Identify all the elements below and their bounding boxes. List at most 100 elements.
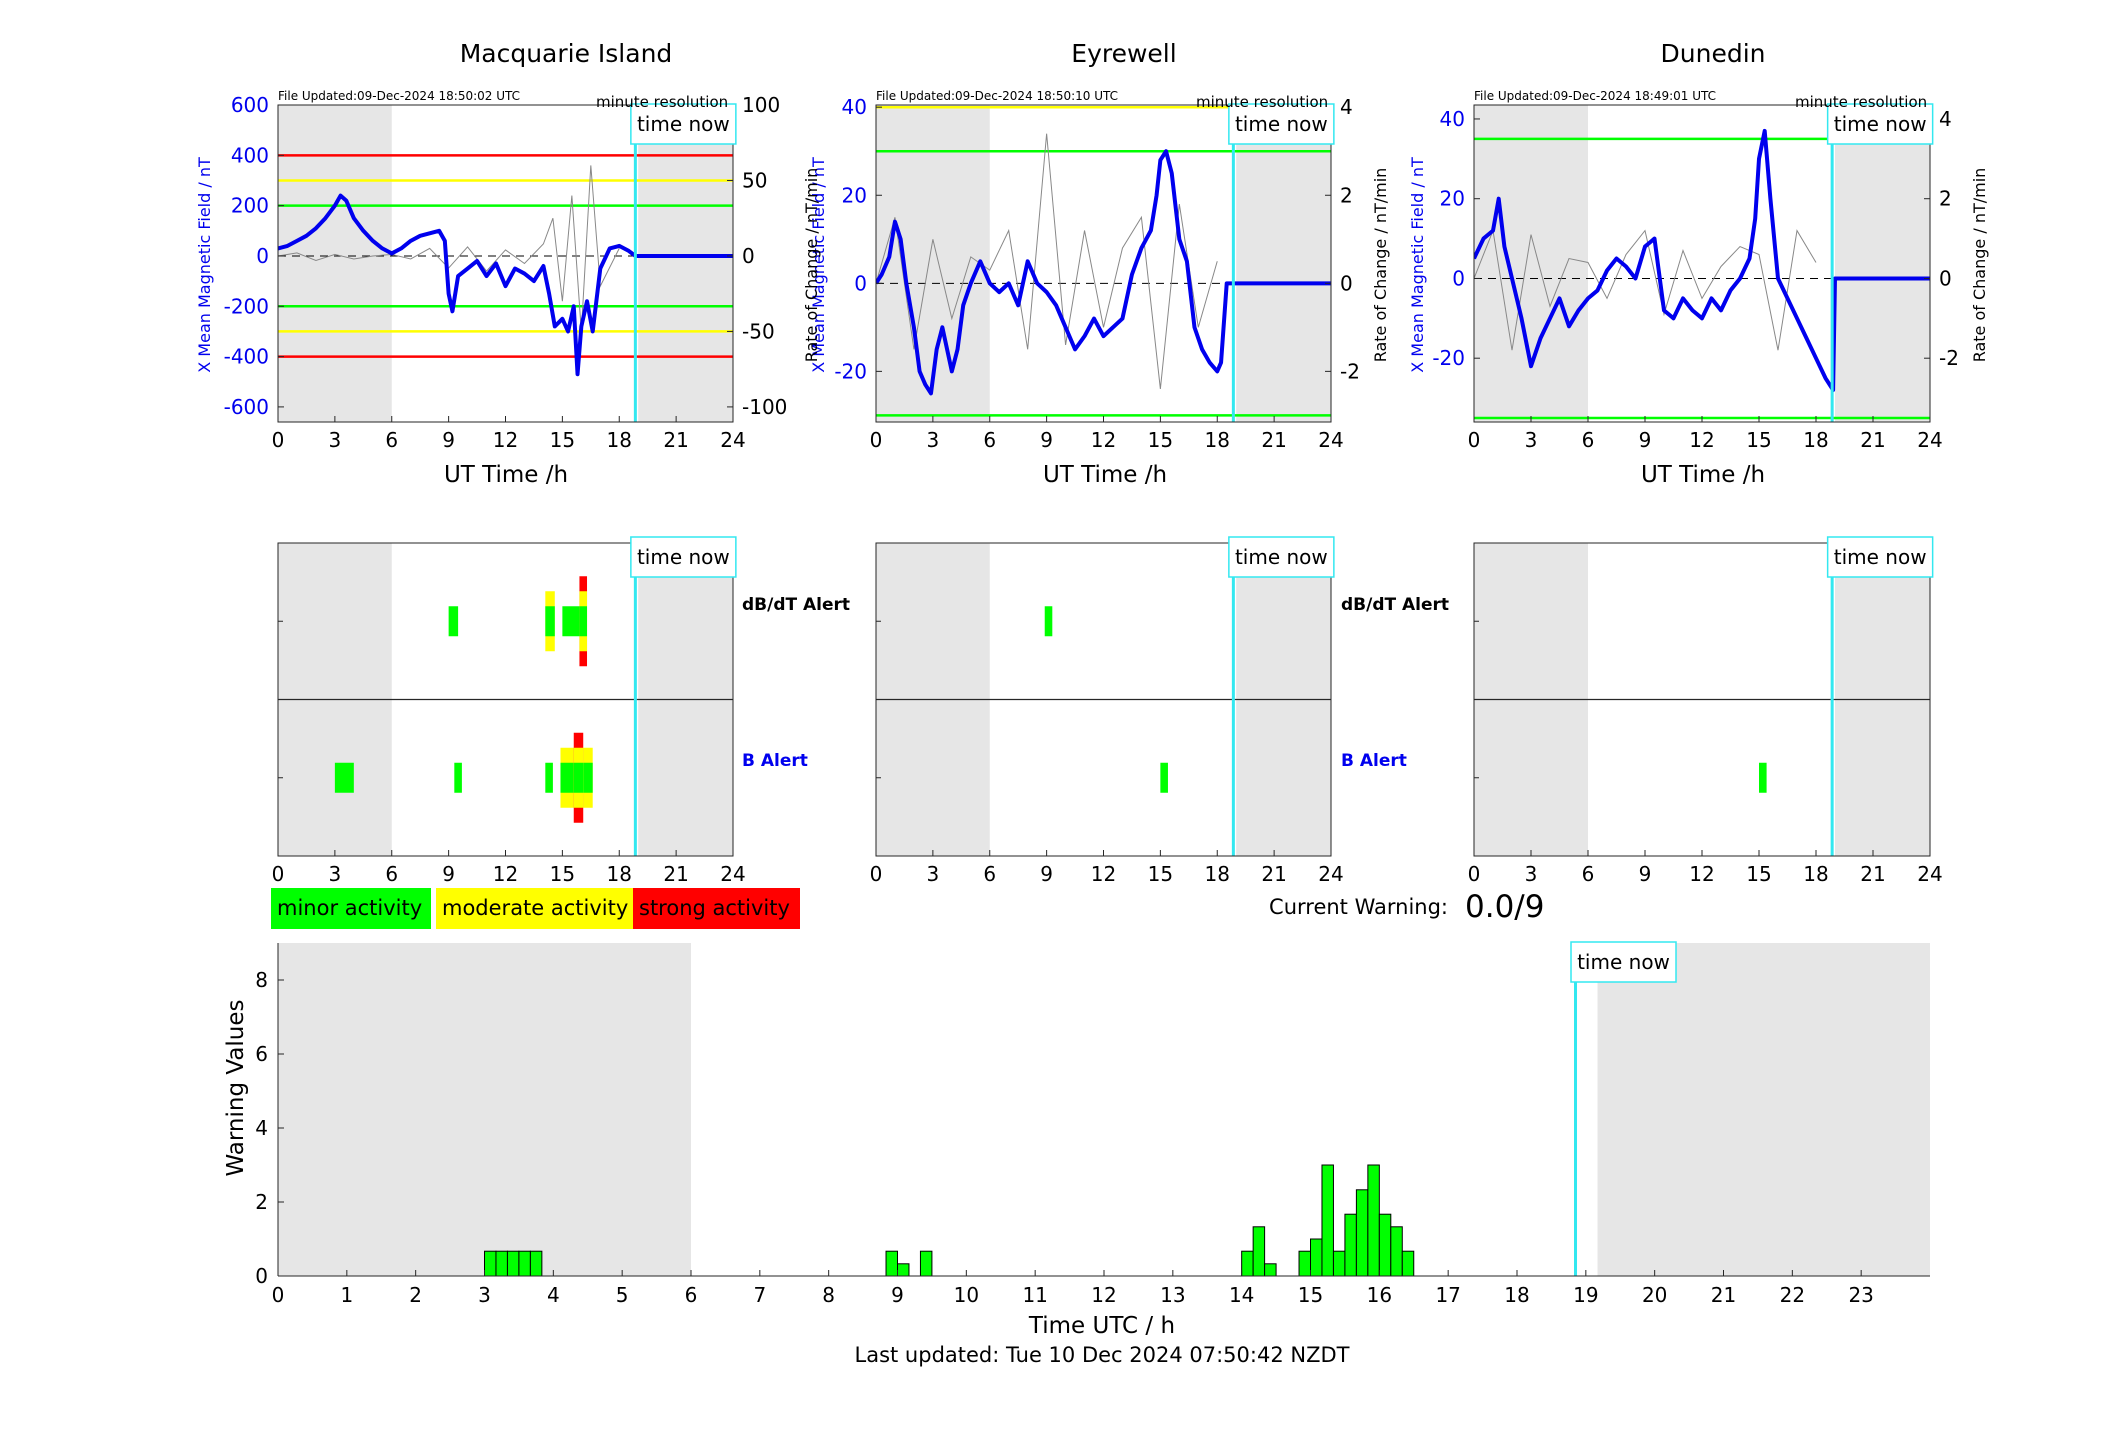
resolution-label-macquarie: minute resolution [596,93,728,111]
alert-x-tick-label-dunedin-18: 18 [1803,862,1828,886]
legend-strong-label: strong activity [639,896,790,920]
warning-x-tick-label-22: 22 [1780,1283,1805,1307]
warning-bar-14 [1332,1250,1346,1277]
warning-x-tick-label-12: 12 [1091,1283,1116,1307]
x-tick-label-macquarie-12: 12 [493,428,518,452]
y-right-tick-label-macquarie-0: 0 [742,244,755,268]
legend-minor-label: minor activity [277,896,422,920]
left-axis-label-dunedin: X Mean Magnetic Field / nT [1408,157,1427,373]
alert-x-tick-label-eyrewell-0: 0 [870,862,883,886]
night-band-dunedin-0 [1474,105,1588,422]
y-left-tick-label-macquarie--600: -600 [224,395,269,419]
x-axis-label-dunedin: UT Time /h [1641,462,1765,488]
x-axis-label-macquarie: UT Time /h [444,462,568,488]
warning-bar-0 [484,1250,497,1277]
y-left-tick-label-macquarie--200: -200 [224,294,269,318]
x-tick-label-macquarie-9: 9 [442,428,455,452]
b-alert-bar-macquarie-1-green [454,762,462,793]
x-tick-label-eyrewell-18: 18 [1205,428,1230,452]
warning-bar-3 [518,1250,531,1277]
alert-x-tick-label-eyrewell-18: 18 [1205,862,1230,886]
time-now-box-alert-eyrewell [1228,536,1335,578]
time-now-label-top-macquarie: time now [637,112,730,136]
y-right-tick-label-eyrewell-4: 4 [1340,95,1353,119]
warning-bar-15 [1344,1213,1357,1277]
warning-bar-16 [1355,1189,1369,1277]
warning-bar-8 [1241,1250,1254,1277]
time-now-label-warning: time now [1577,950,1670,974]
y-right-tick-label-dunedin-0: 0 [1939,266,1952,290]
right-axis-label-eyrewell: Rate of Change / nT/min [1371,168,1390,363]
x-axis-label-eyrewell: UT Time /h [1043,462,1167,488]
warning-y-tick-label-0: 0 [255,1264,268,1288]
file-updated-macquarie: File Updated:09-Dec-2024 18:50:02 UTC [278,89,520,103]
field-series-line-dunedin [1474,128,1930,393]
x-tick-label-dunedin-21: 21 [1860,428,1885,452]
alert-x-tick-label-dunedin-0: 0 [1468,862,1481,886]
dbdt-alert-label-macquarie: dB/dT Alert [742,595,850,615]
legend-strong-swatch [633,888,800,929]
time-now-box-top-eyrewell [1228,103,1335,145]
b-alert-bar-macquarie-4-green [573,762,584,793]
y-right-tick-label-macquarie--50: -50 [742,319,775,343]
file-updated-dunedin: File Updated:09-Dec-2024 18:49:01 UTC [1474,89,1716,103]
alert-x-tick-label-dunedin-9: 9 [1639,862,1652,886]
warning-bar-4 [529,1250,543,1277]
warning-x-tick-label-6: 6 [685,1283,698,1307]
warning-x-tick-label-14: 14 [1229,1283,1254,1307]
y-right-tick-label-eyrewell--2: -2 [1340,359,1360,383]
warning-bar-20 [1401,1250,1415,1277]
alert-x-tick-label-dunedin-21: 21 [1860,862,1885,886]
y-right-tick-label-macquarie-100: 100 [742,93,780,117]
night-band-eyrewell-1 [1236,105,1331,422]
warning-x-tick-label-7: 7 [753,1283,766,1307]
file-updated-eyrewell: File Updated:09-Dec-2024 18:50:10 UTC [876,89,1118,103]
x-tick-label-dunedin-12: 12 [1689,428,1714,452]
warning-chart-ylabel: Warning Values [223,999,249,1176]
warning-bar-2 [506,1250,520,1277]
last-updated: Last updated: Tue 10 Dec 2024 07:50:42 N… [855,1343,1350,1367]
x-tick-label-macquarie-3: 3 [329,428,342,452]
alert-x-tick-label-macquarie-24: 24 [720,862,745,886]
warning-y-tick-label-6: 6 [255,1042,268,1066]
alert-x-tick-label-eyrewell-24: 24 [1318,862,1343,886]
b-alert-bar-macquarie-0-green [334,762,354,793]
x-tick-label-eyrewell-15: 15 [1148,428,1173,452]
warning-bar-18 [1378,1213,1392,1277]
chart-text-layer: 0 3 6 9 12 15 18 21 24-600-400-2000200400600-100… [224,93,1959,1307]
alert-x-tick-label-macquarie-9: 9 [442,862,455,886]
b-alert-bar-dunedin-0-green [1759,762,1767,793]
rate-series-line-macquarie [278,165,620,332]
dbdt-alert-bar-eyrewell-0-green [1044,606,1053,637]
x-tick-label-eyrewell-3: 3 [927,428,940,452]
legend-minor-swatch [271,888,431,929]
warning-x-tick-label-13: 13 [1160,1283,1185,1307]
warning-x-tick-label-19: 19 [1573,1283,1598,1307]
time-now-box-alert-macquarie [630,536,737,578]
warning-bar-1 [495,1250,508,1277]
x-tick-label-eyrewell-9: 9 [1040,428,1053,452]
left-axis-label-eyrewell: X Mean Magnetic Field / nT [809,157,828,373]
b-alert-bar-macquarie-3-green [560,762,574,793]
x-tick-label-dunedin-24: 24 [1917,428,1942,452]
b-alert-bar-macquarie-2-green [545,762,553,793]
warning-x-tick-label-8: 8 [822,1283,835,1307]
warning-x-tick-label-17: 17 [1435,1283,1460,1307]
x-tick-label-dunedin-15: 15 [1746,428,1771,452]
time-now-label-top-dunedin: time now [1834,112,1927,136]
warning-x-tick-label-11: 11 [1022,1283,1047,1307]
warning-x-tick-label-0: 0 [272,1283,285,1307]
warning-x-tick-label-21: 21 [1711,1283,1736,1307]
alert-x-tick-label-macquarie-18: 18 [607,862,632,886]
alert-x-tick-label-eyrewell-15: 15 [1148,862,1173,886]
alert-x-tick-label-macquarie-3: 3 [329,862,342,886]
warning-night-band-0 [278,943,691,1276]
dbdt-alert-bar-macquarie-2-green [562,606,580,637]
warning-x-tick-label-3: 3 [478,1283,491,1307]
night-band-macquarie-0 [278,105,392,422]
x-tick-label-eyrewell-6: 6 [983,428,996,452]
legend-moderate-label: moderate activity [442,896,628,920]
y-right-tick-label-dunedin--2: -2 [1939,346,1959,370]
time-now-label-alert-macquarie: time now [637,545,730,569]
